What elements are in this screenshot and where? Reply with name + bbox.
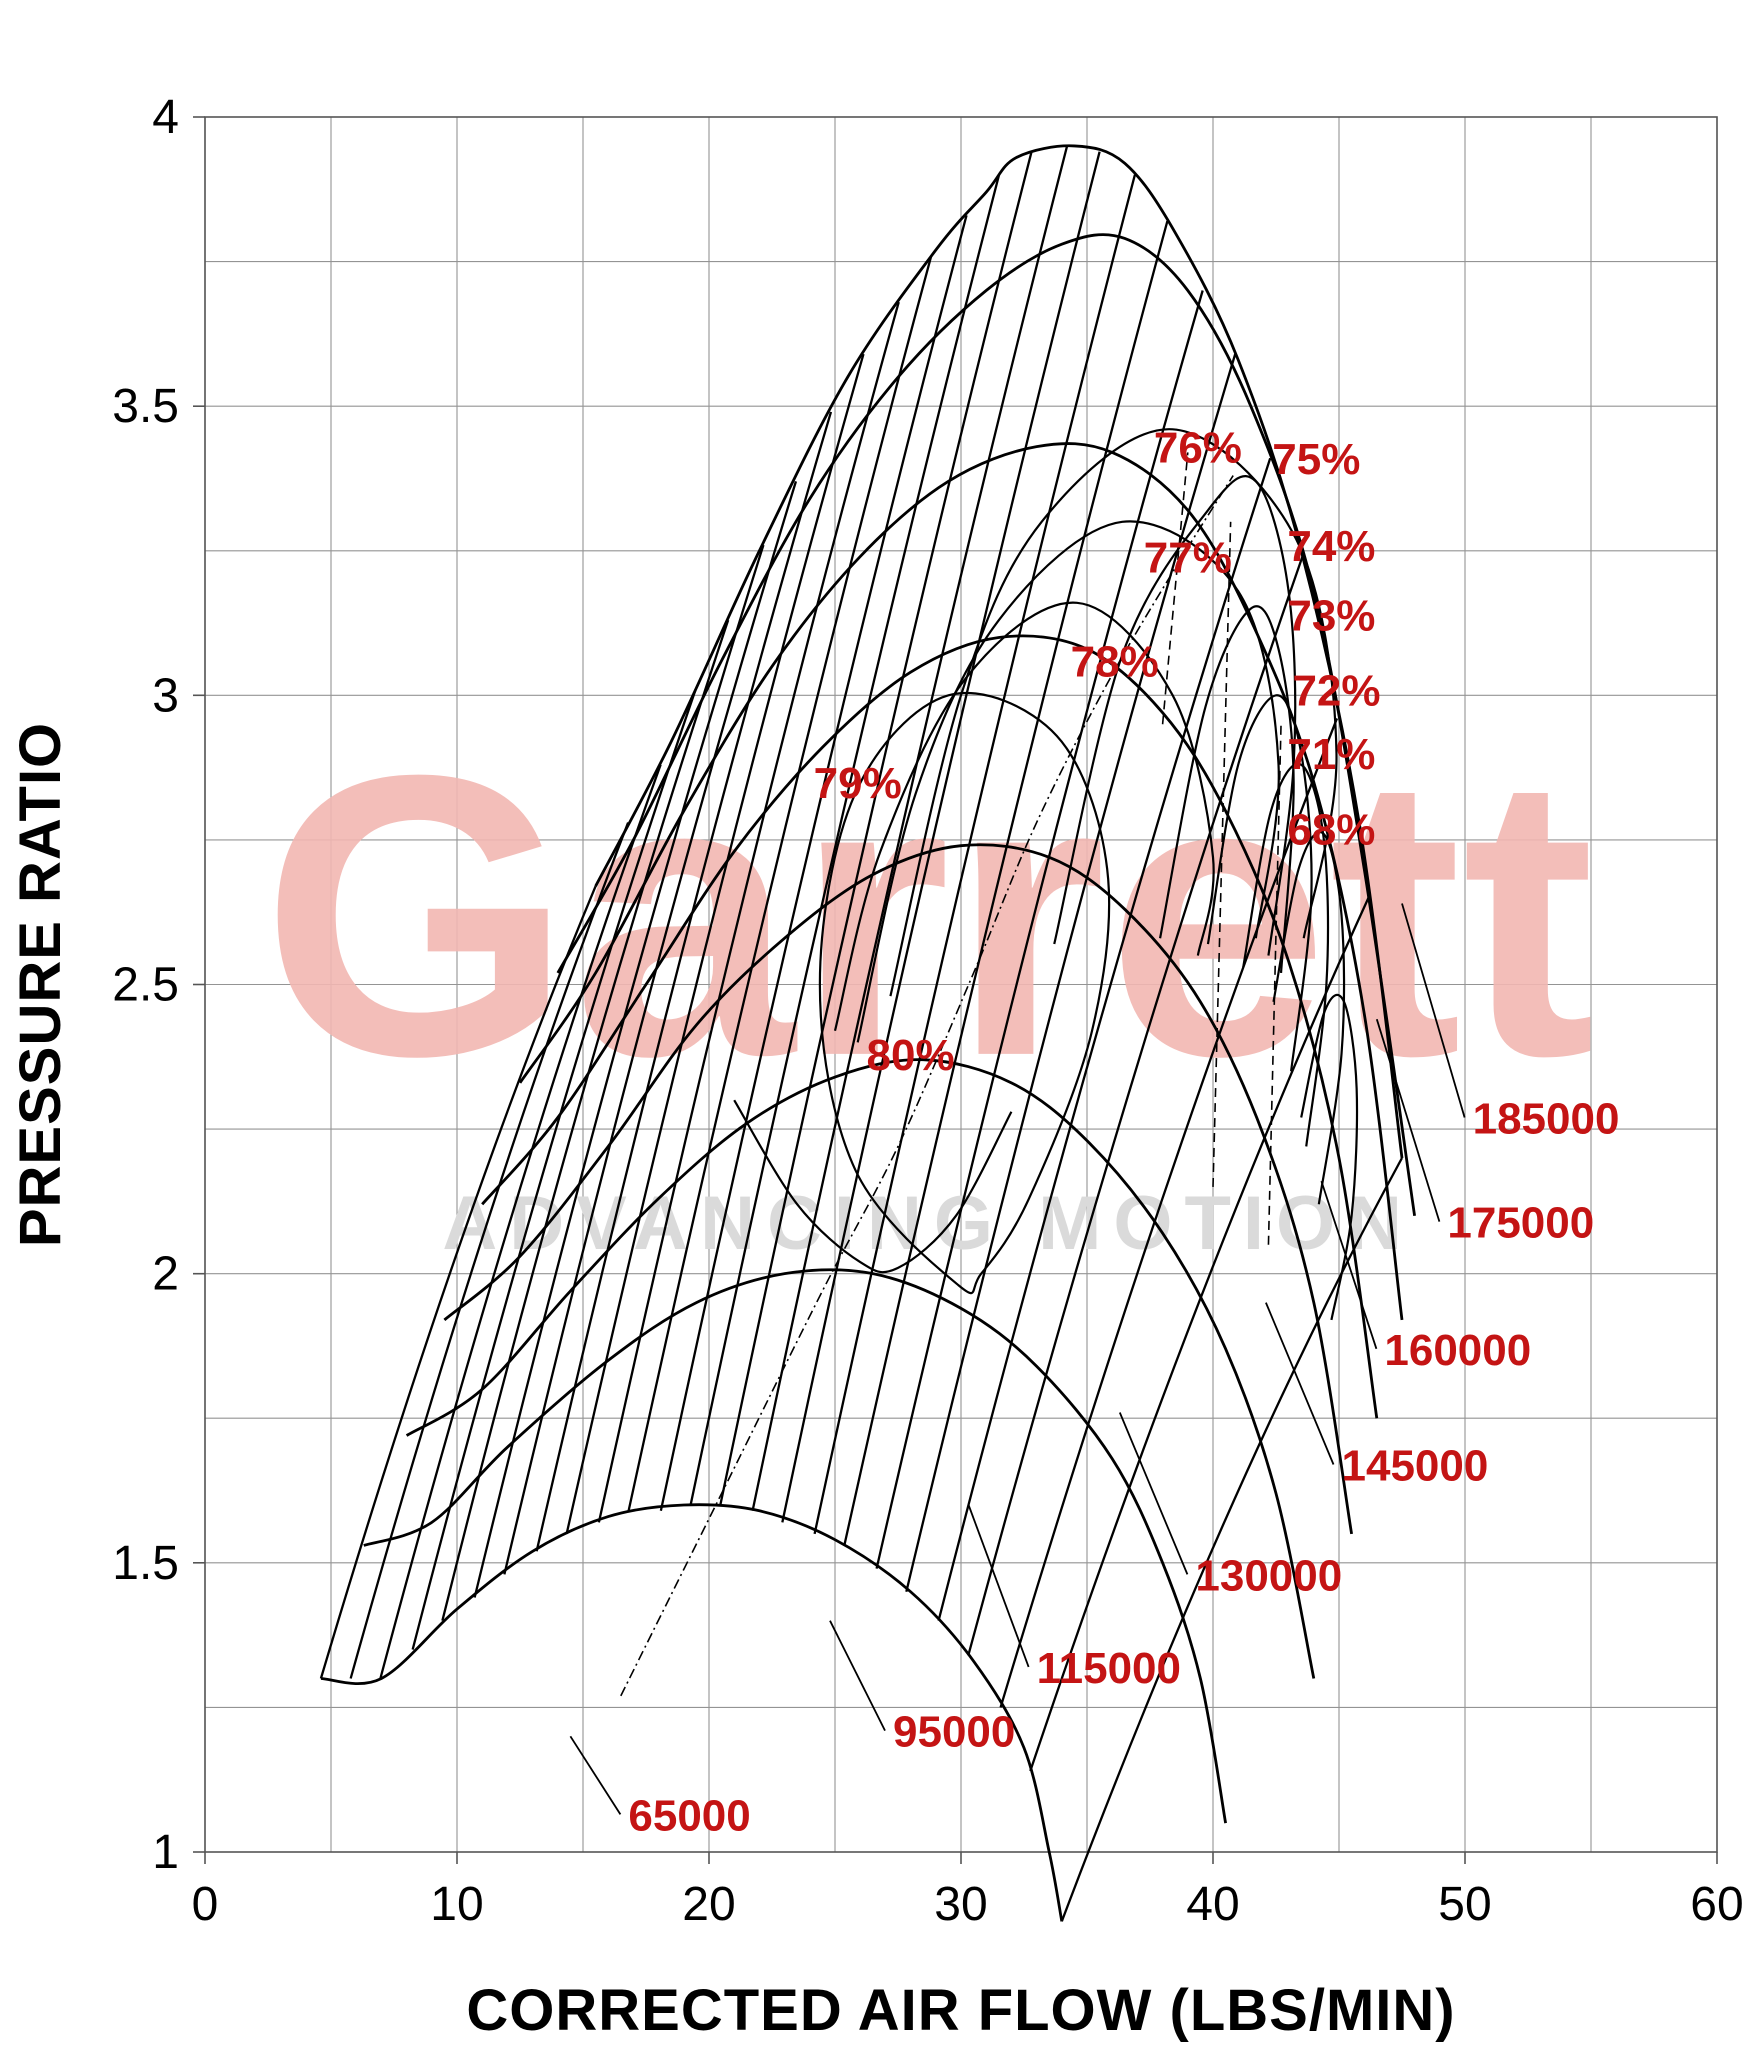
svg-text:75%: 75% <box>1272 435 1360 484</box>
svg-text:30: 30 <box>934 1878 987 1931</box>
svg-text:68%: 68% <box>1287 805 1375 854</box>
svg-text:71%: 71% <box>1287 730 1375 779</box>
svg-text:175000: 175000 <box>1447 1199 1594 1248</box>
svg-text:115000: 115000 <box>1037 1644 1181 1693</box>
svg-text:1.5: 1.5 <box>112 1537 179 1590</box>
svg-text:1: 1 <box>152 1826 179 1879</box>
svg-text:80%: 80% <box>867 1031 955 1080</box>
svg-text:2.5: 2.5 <box>112 959 179 1012</box>
svg-text:10: 10 <box>430 1878 483 1931</box>
svg-text:3: 3 <box>152 669 179 722</box>
svg-text:130000: 130000 <box>1195 1551 1342 1600</box>
svg-text:145000: 145000 <box>1342 1442 1489 1491</box>
svg-text:72%: 72% <box>1292 667 1380 716</box>
svg-text:79%: 79% <box>814 759 902 808</box>
svg-text:160000: 160000 <box>1384 1326 1531 1375</box>
svg-text:2: 2 <box>152 1248 179 1301</box>
svg-text:65000: 65000 <box>628 1791 750 1840</box>
svg-text:CORRECTED AIR FLOW (LBS/MIN): CORRECTED AIR FLOW (LBS/MIN) <box>466 1978 1455 2043</box>
svg-text:185000: 185000 <box>1473 1095 1620 1144</box>
svg-text:3.5: 3.5 <box>112 380 179 433</box>
svg-text:60: 60 <box>1690 1878 1743 1931</box>
svg-text:73%: 73% <box>1287 591 1375 640</box>
svg-text:76%: 76% <box>1154 424 1242 473</box>
svg-text:4: 4 <box>152 91 179 144</box>
svg-text:PRESSURE RATIO: PRESSURE RATIO <box>8 722 73 1247</box>
svg-text:40: 40 <box>1186 1878 1239 1931</box>
svg-text:78%: 78% <box>1071 638 1159 687</box>
svg-text:20: 20 <box>682 1878 735 1931</box>
svg-text:95000: 95000 <box>893 1708 1015 1757</box>
svg-text:50: 50 <box>1438 1878 1491 1931</box>
svg-text:0: 0 <box>192 1878 219 1931</box>
svg-text:77%: 77% <box>1144 534 1232 583</box>
svg-text:74%: 74% <box>1287 522 1375 571</box>
